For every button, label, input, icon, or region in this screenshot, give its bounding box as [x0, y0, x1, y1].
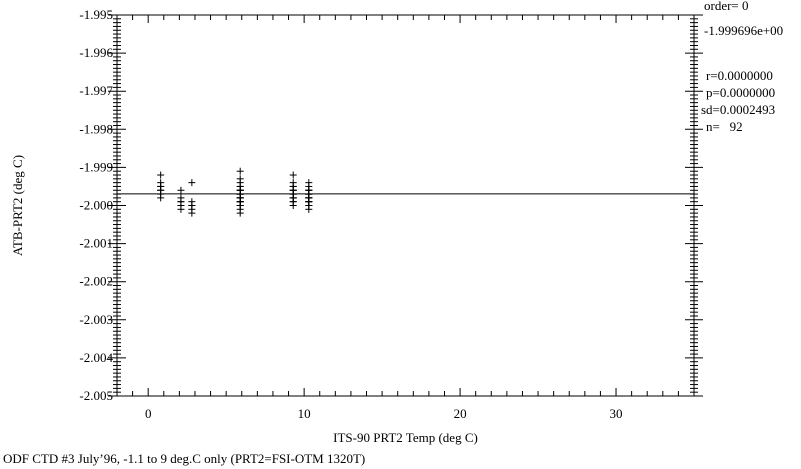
- x-tick-label: 30: [610, 406, 623, 421]
- x-tick-label: 10: [298, 406, 311, 421]
- y-tick-label: -2.005: [79, 388, 113, 403]
- stat-n: n= 92: [706, 119, 743, 134]
- data-point: [305, 198, 313, 206]
- data-point: [157, 194, 165, 202]
- y-tick-label: -2.004: [79, 350, 113, 365]
- data-point: [157, 182, 165, 190]
- data-point: [289, 171, 297, 179]
- y-tick-label: -1.995: [79, 7, 113, 22]
- y-tick-label: -1.999: [79, 159, 113, 174]
- stat-r: r=0.0000000: [706, 68, 773, 83]
- y-tick-label: -2.000: [79, 198, 113, 213]
- regression-stats: order= 0 -1.999696e+00 r=0.0000000 p=0.0…: [701, 0, 801, 200]
- stat-sd: sd=0.0002493: [701, 102, 776, 117]
- y-tick-label: -2.002: [79, 274, 113, 289]
- data-point: [289, 194, 297, 202]
- stat-intercept: -1.999696e+00: [704, 23, 784, 38]
- stat-order: order= 0: [704, 0, 749, 13]
- y-tick-label: -1.996: [79, 45, 113, 60]
- x-tick-label: 20: [454, 406, 467, 421]
- data-point: [236, 167, 244, 175]
- data-point: [236, 202, 244, 209]
- stat-p: p=0.0000000: [706, 85, 776, 100]
- y-tick-label: -1.997: [79, 83, 113, 98]
- data-point: [177, 202, 185, 209]
- data-point: [188, 179, 196, 187]
- y-tick-label: -2.003: [79, 312, 113, 327]
- plot-frame: [116, 14, 695, 397]
- figure-caption: ODF CTD #3 July’96, -1.1 to 9 deg.C only…: [3, 451, 366, 466]
- data-point: [157, 171, 165, 179]
- data-point: [236, 209, 244, 217]
- y-tick-label: -1.998: [79, 121, 113, 136]
- y-tick-label: -2.001: [79, 236, 113, 251]
- x-axis-label: ITS-90 PRT2 Temp (deg C): [333, 430, 478, 445]
- x-tick-label: 0: [145, 406, 152, 421]
- data-point: [177, 186, 185, 194]
- data-point: [188, 202, 196, 209]
- y-axis-label: ATB-PRT2 (deg C): [10, 155, 25, 256]
- data-point: [188, 209, 196, 217]
